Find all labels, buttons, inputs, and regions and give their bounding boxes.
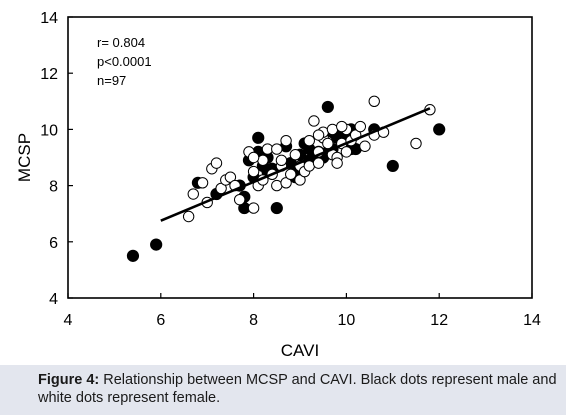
data-point-male <box>150 238 163 251</box>
x-tick-label: 14 <box>523 312 541 329</box>
data-point-female <box>312 129 325 141</box>
y-axis-title: MCSP <box>15 133 34 182</box>
data-point-female <box>289 148 302 161</box>
x-tick-label: 6 <box>156 312 165 329</box>
x-tick-label: 8 <box>249 312 258 329</box>
data-point-female <box>308 115 320 127</box>
data-point-male <box>126 249 140 262</box>
data-point-male <box>433 123 446 136</box>
regression-line-layer <box>160 107 431 222</box>
data-point-female <box>322 137 334 150</box>
y-tick-label: 10 <box>40 122 58 139</box>
stat-annotation-line: n=97 <box>97 73 126 88</box>
data-point-female <box>187 188 199 200</box>
data-point-female <box>275 154 288 167</box>
regression-line <box>160 107 431 222</box>
data-point-female <box>354 120 367 133</box>
data-point-male <box>252 131 265 144</box>
stat-annotation-line: p<0.0001 <box>97 54 152 69</box>
data-point-female <box>233 193 246 206</box>
data-point-male <box>386 159 399 173</box>
axis-ticks: 4 6 8 10 12 14 4 6 8 10 12 14 <box>40 10 541 329</box>
data-point-female <box>280 134 292 147</box>
figure-caption: Figure 4: Relationship between MCSP and … <box>0 365 566 415</box>
y-tick-label: 12 <box>40 66 58 83</box>
data-point-female <box>368 95 380 108</box>
data-point-female <box>312 157 325 169</box>
data-point-female <box>247 165 260 178</box>
data-point-female <box>359 140 371 152</box>
data-point-female <box>303 134 315 147</box>
caption-text: Relationship between MCSP and CAVI. Blac… <box>38 372 557 406</box>
data-point-female <box>340 146 353 158</box>
data-point-female <box>271 143 283 155</box>
data-point-female <box>271 179 283 192</box>
data-point-female <box>336 120 348 133</box>
data-point-female <box>303 160 315 172</box>
x-tick-label: 4 <box>64 312 73 329</box>
data-point-female <box>247 202 260 214</box>
data-point-female <box>285 168 297 181</box>
x-axis-title: CAVI <box>281 341 319 360</box>
data-point-male <box>321 100 334 114</box>
y-tick-label: 14 <box>40 10 58 27</box>
y-tick-label: 8 <box>49 179 58 196</box>
data-point-female <box>247 151 260 164</box>
data-point-female <box>182 210 195 223</box>
data-point-female <box>257 154 269 167</box>
data-point-female <box>196 177 209 189</box>
stat-annotation-line: r= 0.804 <box>97 35 145 50</box>
caption-label: Figure 4: <box>38 372 100 388</box>
stats-annotation: r= 0.804 p<0.0001 n=97 <box>97 35 152 88</box>
y-tick-label: 4 <box>49 291 58 308</box>
data-point-female <box>210 157 223 169</box>
y-tick-label: 6 <box>49 235 58 252</box>
data-point-male <box>270 201 283 215</box>
x-tick-label: 12 <box>430 312 448 329</box>
x-tick-label: 10 <box>338 312 356 329</box>
scatter-chart: 4 6 8 10 12 14 4 6 8 10 12 14 r= 0.804 p<0.0001 n=97 … <box>15 10 541 360</box>
plot-area <box>67 16 533 299</box>
data-point-female <box>326 123 339 136</box>
data-point-female <box>410 137 422 150</box>
data-points <box>126 95 446 262</box>
data-point-female <box>331 157 343 169</box>
